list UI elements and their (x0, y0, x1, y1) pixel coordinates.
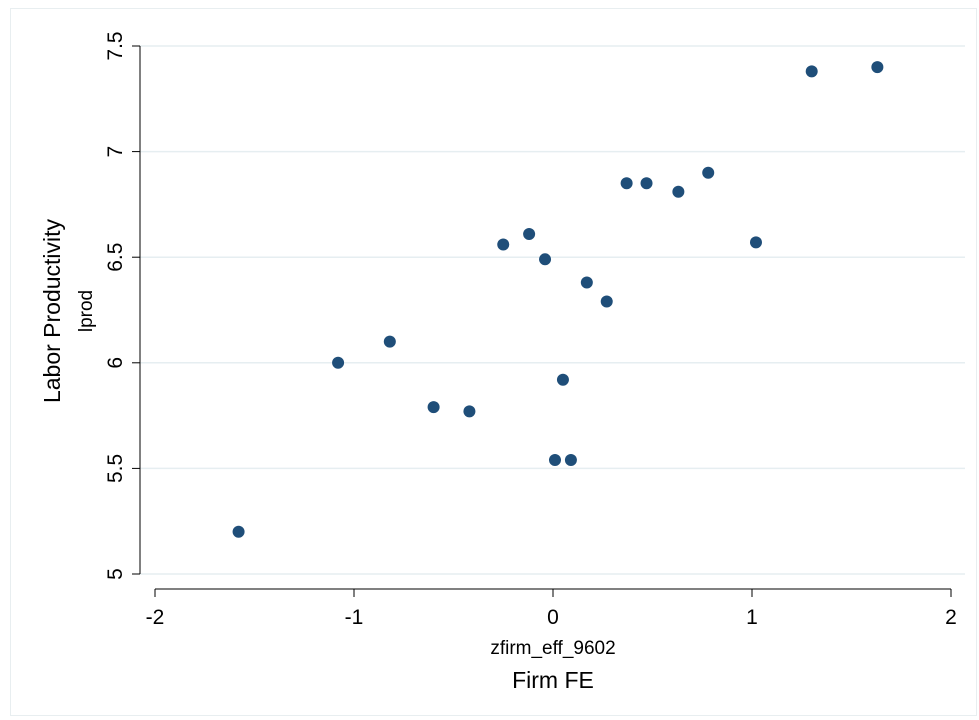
data-point (332, 356, 345, 369)
data-point (702, 166, 715, 179)
y-tick-label: 5.5 (104, 454, 127, 483)
y-axis-ticks: 5 5.5 6 6.5 7 7.5 (104, 31, 140, 580)
data-point (749, 236, 762, 249)
x-tick-label: -1 (345, 606, 364, 629)
data-point (600, 295, 613, 308)
data-point (539, 253, 552, 266)
data-point (548, 453, 561, 466)
data-point (232, 525, 245, 538)
data-point (383, 335, 396, 348)
y-tick-label: 7.5 (104, 31, 127, 60)
data-point (427, 401, 440, 414)
y-axis-label: Labor Productivity (39, 218, 65, 403)
x-axis-ticks: -2 -1 0 1 2 (146, 589, 957, 629)
data-point (620, 177, 633, 190)
x-axis-label: Firm FE (512, 667, 594, 693)
y-tick-label: 6.5 (104, 243, 127, 272)
chart-frame (10, 8, 977, 716)
y-tick-label: 5 (104, 568, 127, 580)
x-tick-label: 1 (746, 606, 758, 629)
x-tick-label: 0 (547, 606, 559, 629)
data-point (523, 227, 536, 240)
data-point (805, 65, 818, 78)
x-tick-label: 2 (945, 606, 957, 629)
data-point (463, 405, 476, 418)
y-axis-variable-label: lprod (76, 290, 97, 332)
y-tick-label: 7 (104, 146, 127, 158)
data-points (232, 61, 884, 538)
data-point (580, 276, 593, 289)
data-point (672, 185, 685, 198)
x-axis-variable-label: zfirm_eff_9602 (490, 638, 615, 659)
data-point (497, 238, 510, 251)
x-tick-label: -2 (146, 606, 165, 629)
data-point (556, 373, 569, 386)
data-point (564, 453, 577, 466)
y-tick-label: 6 (104, 357, 127, 369)
grid-lines (140, 45, 965, 575)
data-point (871, 61, 884, 74)
data-point (640, 177, 653, 190)
